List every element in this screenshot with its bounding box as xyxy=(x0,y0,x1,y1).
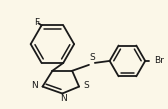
Text: N: N xyxy=(60,94,67,103)
Text: Br: Br xyxy=(154,56,164,65)
Text: N: N xyxy=(31,81,38,90)
Text: S: S xyxy=(83,81,89,90)
Text: S: S xyxy=(89,53,95,62)
Text: F: F xyxy=(34,18,39,27)
